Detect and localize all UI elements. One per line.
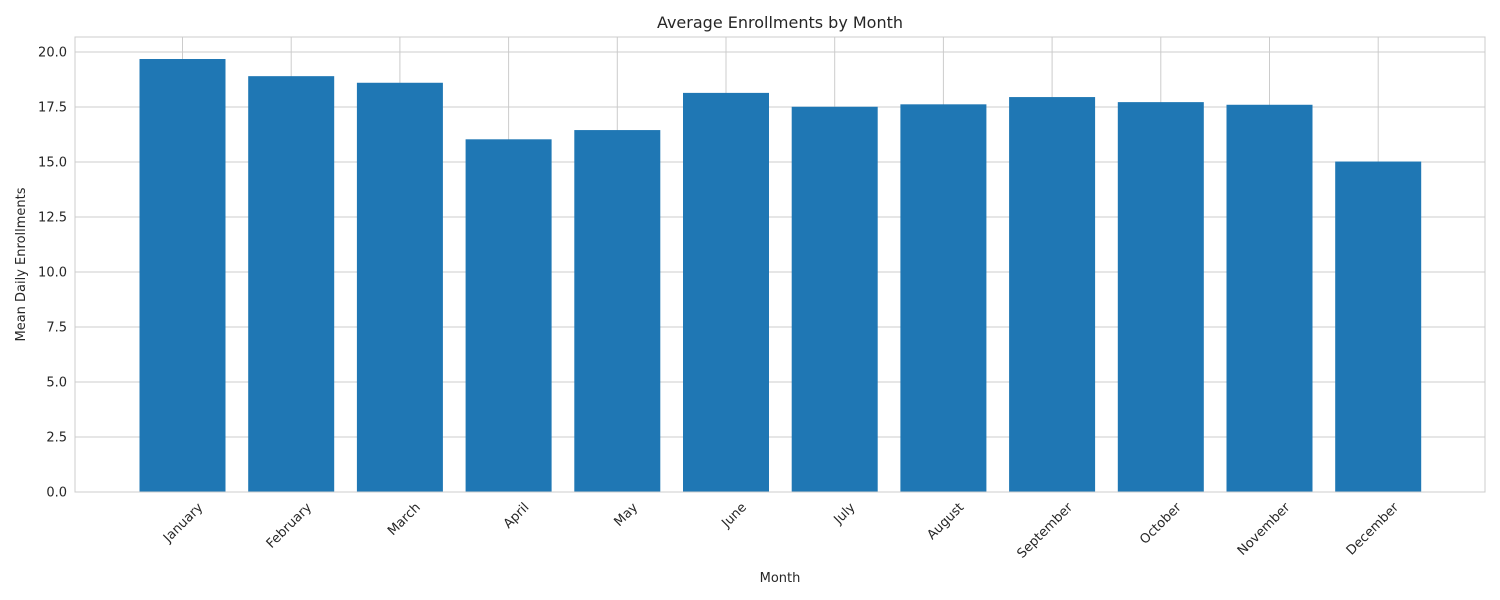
x-tick-label-july: July (831, 500, 859, 528)
x-tick-label-february: February (264, 500, 316, 552)
x-tick-label-may: May (612, 500, 642, 530)
y-tick-label: 12.5 (38, 210, 67, 225)
y-tick-label: 7.5 (46, 320, 67, 335)
x-tick-label-november: November (1235, 500, 1294, 559)
x-axis-label: Month (760, 571, 801, 586)
y-tick-label: 0.0 (46, 486, 67, 501)
y-tick-labels: 0.0 2.5 5.0 7.5 10.0 12.5 15.0 17.5 20.0 (38, 45, 67, 500)
bars (139, 59, 1422, 493)
bar-july (791, 106, 878, 493)
bar-april (465, 139, 552, 492)
x-tick-label-august: August (924, 500, 967, 543)
bar-february (248, 76, 335, 492)
y-tick-label: 10.0 (38, 265, 67, 280)
bar-september (1009, 97, 1096, 492)
plot-frame (74, 36, 1486, 493)
y-tick-label: 17.5 (38, 100, 67, 115)
chart-title: Average Enrollments by Month (657, 13, 903, 32)
y-tick-label: 5.0 (46, 375, 67, 390)
bar-december (1335, 161, 1422, 492)
x-tick-label-april: April (501, 500, 533, 532)
bar-may (574, 130, 661, 492)
x-tick-label-october: October (1137, 500, 1185, 548)
y-tick-label: 20.0 (38, 45, 67, 60)
bar-june (683, 92, 769, 492)
bar-march (356, 82, 443, 492)
x-tick-label-june: June (718, 500, 749, 531)
x-tick-label-march: March (385, 500, 424, 539)
bar-october (1117, 102, 1204, 492)
bar-august (900, 104, 987, 492)
bar-january (139, 59, 226, 493)
x-tick-label-september: September (1015, 500, 1077, 562)
y-tick-label: 2.5 (46, 430, 67, 445)
x-tick-label-december: December (1344, 500, 1403, 559)
bar-november (1226, 104, 1313, 492)
y-tick-label: 15.0 (38, 155, 67, 170)
x-tick-labels: January February March April May June July Augu… (160, 500, 1402, 562)
x-tick-label-january: January (160, 500, 206, 546)
y-axis-label: Mean Daily Enrollments (14, 187, 29, 341)
